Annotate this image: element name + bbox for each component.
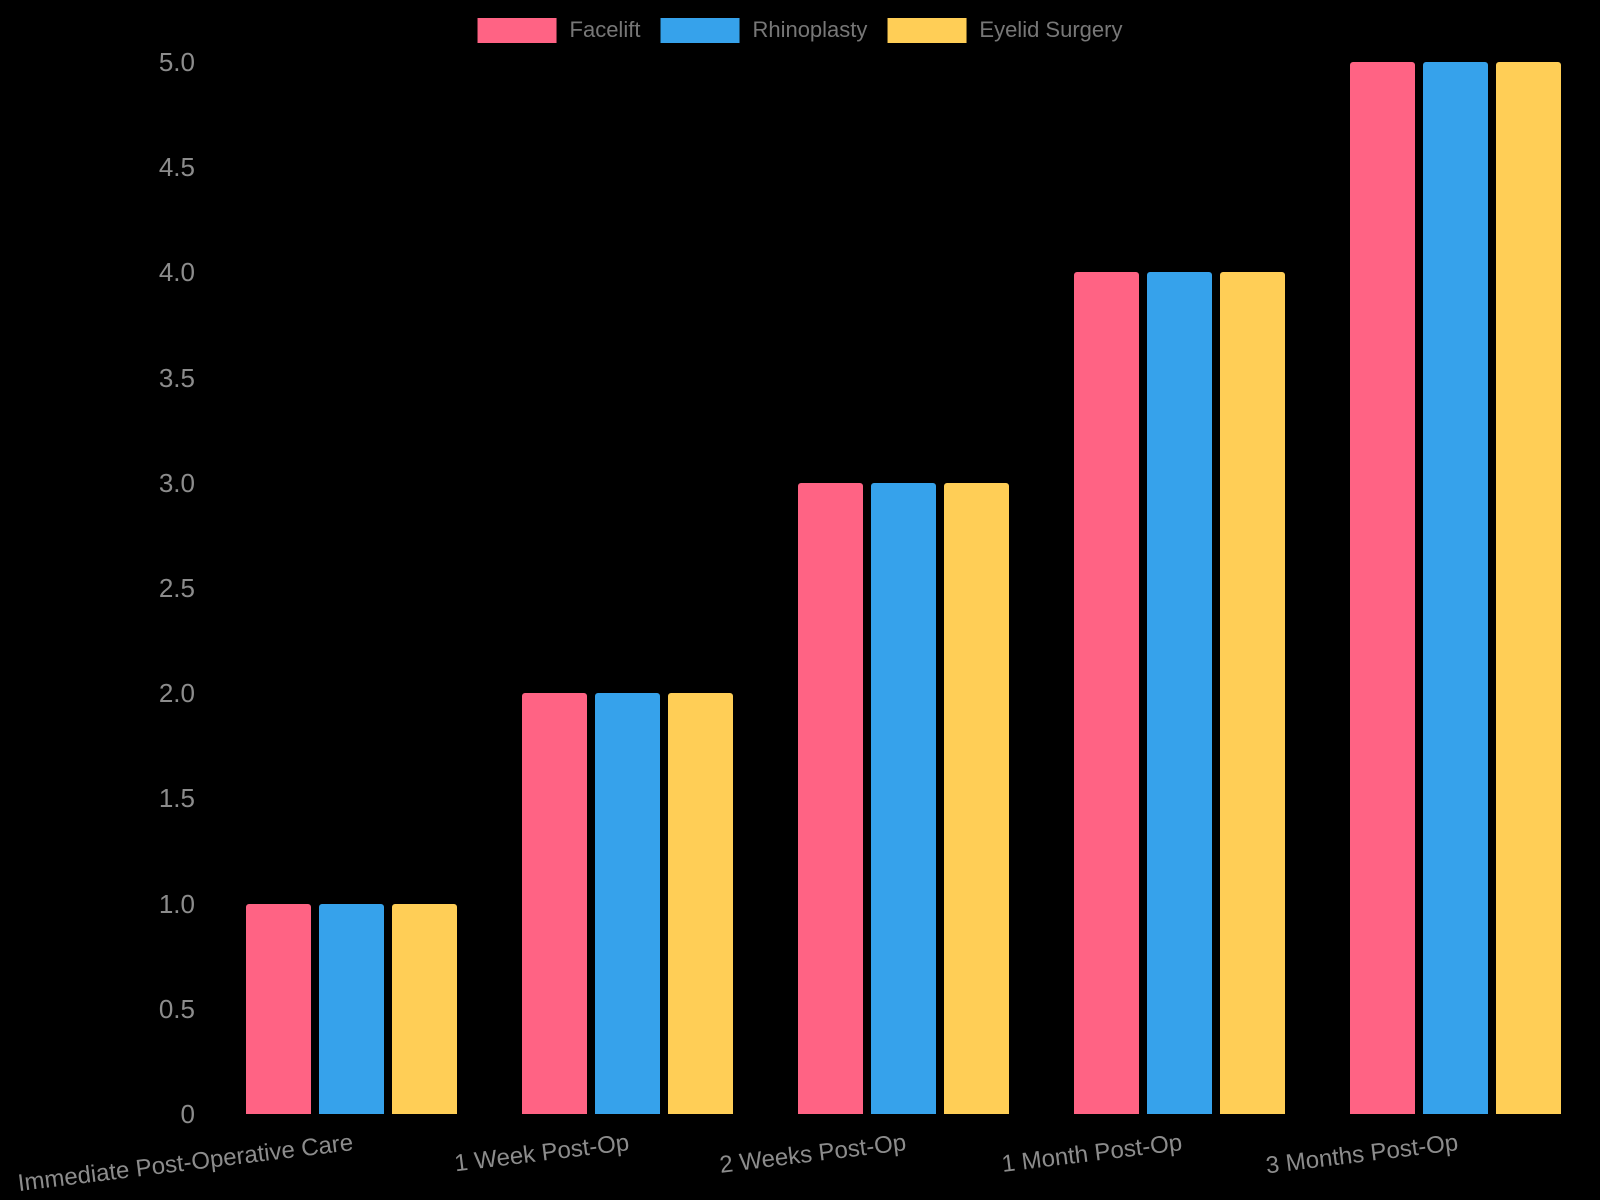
- bar-facelift-1-week-post-op: [521, 693, 587, 1114]
- bar-eyelid-surgery-1-month-post-op: [1220, 272, 1286, 1114]
- bar-group-2-weeks-post-op: [765, 62, 1041, 1114]
- plot-area: [213, 62, 1594, 1114]
- bar-facelift-3-months-post-op: [1350, 62, 1416, 1114]
- y-tick-label-3.5: 3.5: [158, 362, 195, 393]
- bar-group-immediate-post-operative-care: [213, 62, 489, 1114]
- y-tick-label-1.0: 1.0: [158, 888, 195, 919]
- legend-item-eyelid-surgery: Eyelid Surgery: [887, 17, 1122, 43]
- legend-series-name: Rhinoplasty: [752, 17, 868, 42]
- bar-eyelid-surgery-immediate-post-operative-care: [391, 903, 457, 1114]
- bar-group-3-months-post-op: [1318, 62, 1594, 1114]
- bar-eyelid-surgery-3-months-post-op: [1496, 62, 1562, 1114]
- y-tick-label-0: 0: [180, 1099, 195, 1129]
- y-tick-label-0.5: 0.5: [158, 993, 195, 1024]
- bar-facelift-immediate-post-operative-care: [245, 903, 311, 1114]
- legend-swatch-facelift: [477, 17, 557, 43]
- y-tick-label-4.5: 4.5: [158, 152, 195, 183]
- y-tick-label-2.5: 2.5: [158, 573, 195, 603]
- bar-rhinoplasty-immediate-post-operative-care: [318, 903, 384, 1114]
- bar-eyelid-surgery-1-week-post-op: [667, 693, 733, 1114]
- bar-eyelid-surgery-2-weeks-post-op: [944, 482, 1009, 1114]
- bar-rhinoplasty-3-months-post-op: [1423, 62, 1489, 1114]
- chart-legend: Facelift Rhinoplasty Eyelid Surgery: [477, 17, 1122, 43]
- legend-item-rhinoplasty: Rhinoplasty: [660, 17, 867, 43]
- legend-item-facelift: Facelift: [477, 17, 641, 43]
- legend-swatch-eyelid-surgery: [887, 17, 967, 43]
- bar-group-1-week-post-op: [489, 62, 765, 1114]
- y-tick-label-3.0: 3.0: [158, 467, 195, 498]
- bar-rhinoplasty-1-month-post-op: [1147, 272, 1213, 1114]
- y-tick-label-2.0: 2.0: [158, 678, 195, 709]
- legend-series-name: Eyelid Surgery: [979, 17, 1123, 42]
- bar-rhinoplasty-2-weeks-post-op: [871, 482, 936, 1114]
- y-tick-label-4.0: 4.0: [158, 257, 195, 288]
- bar-facelift-2-weeks-post-op: [798, 482, 863, 1114]
- y-tick-label-1.5: 1.5: [158, 783, 195, 814]
- bar-rhinoplasty-1-week-post-op: [594, 693, 660, 1114]
- legend-series-name: Facelift: [569, 17, 641, 42]
- legend-swatch-rhinoplasty: [660, 17, 740, 43]
- bar-facelift-1-month-post-op: [1074, 272, 1140, 1114]
- y-tick-label-5.0: 5.0: [158, 47, 195, 77]
- bar-group-1-month-post-op: [1042, 62, 1318, 1114]
